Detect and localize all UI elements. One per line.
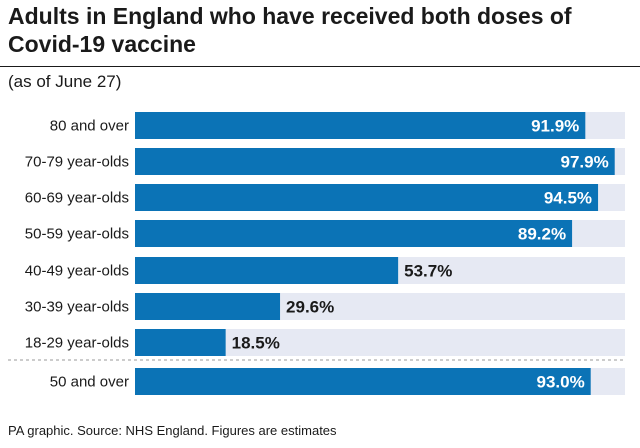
chart-title: Adults in England who have received both… — [8, 3, 572, 57]
category-label: 50-59 year-olds — [25, 226, 129, 243]
value-label: 89.2% — [518, 225, 566, 244]
bar — [135, 220, 573, 247]
value-label: 93.0% — [536, 373, 584, 392]
category-label: 80 and over — [50, 118, 129, 135]
bar — [135, 293, 281, 320]
category-label: 60-69 year-olds — [25, 190, 129, 207]
bar — [135, 257, 399, 284]
category-label: 50 and over — [50, 374, 129, 391]
value-label: 91.9% — [531, 117, 579, 136]
title-divider — [0, 66, 640, 67]
chart-subtitle: (as of June 27) — [8, 72, 122, 91]
bar — [135, 112, 586, 139]
category-label: 30-39 year-olds — [25, 299, 129, 316]
category-label: 18-29 year-olds — [25, 335, 129, 352]
value-label: 29.6% — [286, 298, 334, 317]
value-label: 53.7% — [404, 262, 452, 281]
value-label: 94.5% — [544, 189, 592, 208]
bar — [135, 329, 226, 356]
bar — [135, 148, 615, 175]
value-label: 18.5% — [232, 334, 280, 353]
bar — [135, 368, 591, 395]
category-label: 40-49 year-olds — [25, 263, 129, 280]
category-label: 70-79 year-olds — [25, 154, 129, 171]
value-label: 97.9% — [561, 153, 609, 172]
bar — [135, 184, 599, 211]
source-note: PA graphic. Source: NHS England. Figures… — [8, 423, 337, 438]
